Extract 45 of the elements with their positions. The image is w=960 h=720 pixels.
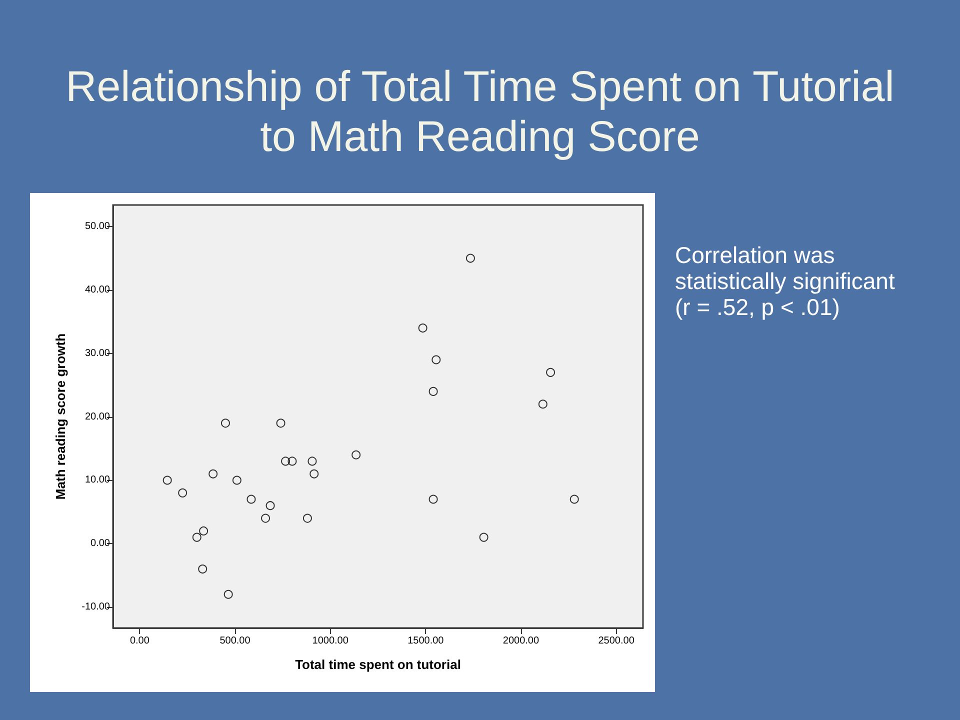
y-tick-label: -10.00 [82, 602, 110, 613]
point [281, 456, 290, 466]
x-tick-label: 2500.00 [598, 636, 635, 646]
point [232, 476, 242, 485]
point [276, 418, 286, 428]
y-tick-label: 40.00 [84, 284, 110, 296]
x-tick-label: 500.00 [220, 636, 251, 646]
point [224, 590, 233, 599]
x-tick-label: 2000.00 [502, 636, 540, 646]
point [546, 368, 556, 377]
point [466, 254, 475, 263]
point [428, 386, 438, 396]
x-tick-label: 1500.00 [408, 636, 444, 646]
point [261, 514, 270, 523]
point [352, 450, 361, 460]
text: Correlation was statistically significant (r = .52, p < .01) [675, 242, 896, 320]
point [288, 456, 297, 466]
point [192, 532, 202, 542]
point [162, 476, 172, 485]
chart-title: Relationship of Total Time Spent on Tutorial to Math Reading Score [64, 62, 896, 162]
y-tick-label: 20.00 [84, 411, 110, 422]
y-tick-label: 0.00 [90, 538, 110, 550]
x-tick-label: 1000.00 [312, 636, 349, 646]
point [178, 488, 188, 498]
point [199, 526, 208, 536]
point [538, 400, 548, 409]
x-tick-label: 0.00 [130, 636, 150, 646]
point [432, 355, 441, 364]
y-axis-title: Math reading score growth [53, 333, 68, 500]
y-tick-label: 50.00 [84, 221, 110, 232]
point [308, 456, 317, 466]
x-axis-title: Total time spent on tutorial [295, 657, 461, 672]
point [479, 532, 488, 542]
point [246, 494, 256, 504]
point [220, 418, 230, 428]
point [418, 324, 428, 333]
y-tick-label: 10.00 [84, 474, 110, 486]
point [208, 469, 218, 478]
point [570, 494, 579, 504]
point [198, 564, 208, 574]
point [266, 501, 275, 510]
point [428, 494, 438, 504]
point [302, 514, 312, 523]
point [310, 469, 319, 478]
y-tick-label: 30.00 [84, 348, 110, 359]
